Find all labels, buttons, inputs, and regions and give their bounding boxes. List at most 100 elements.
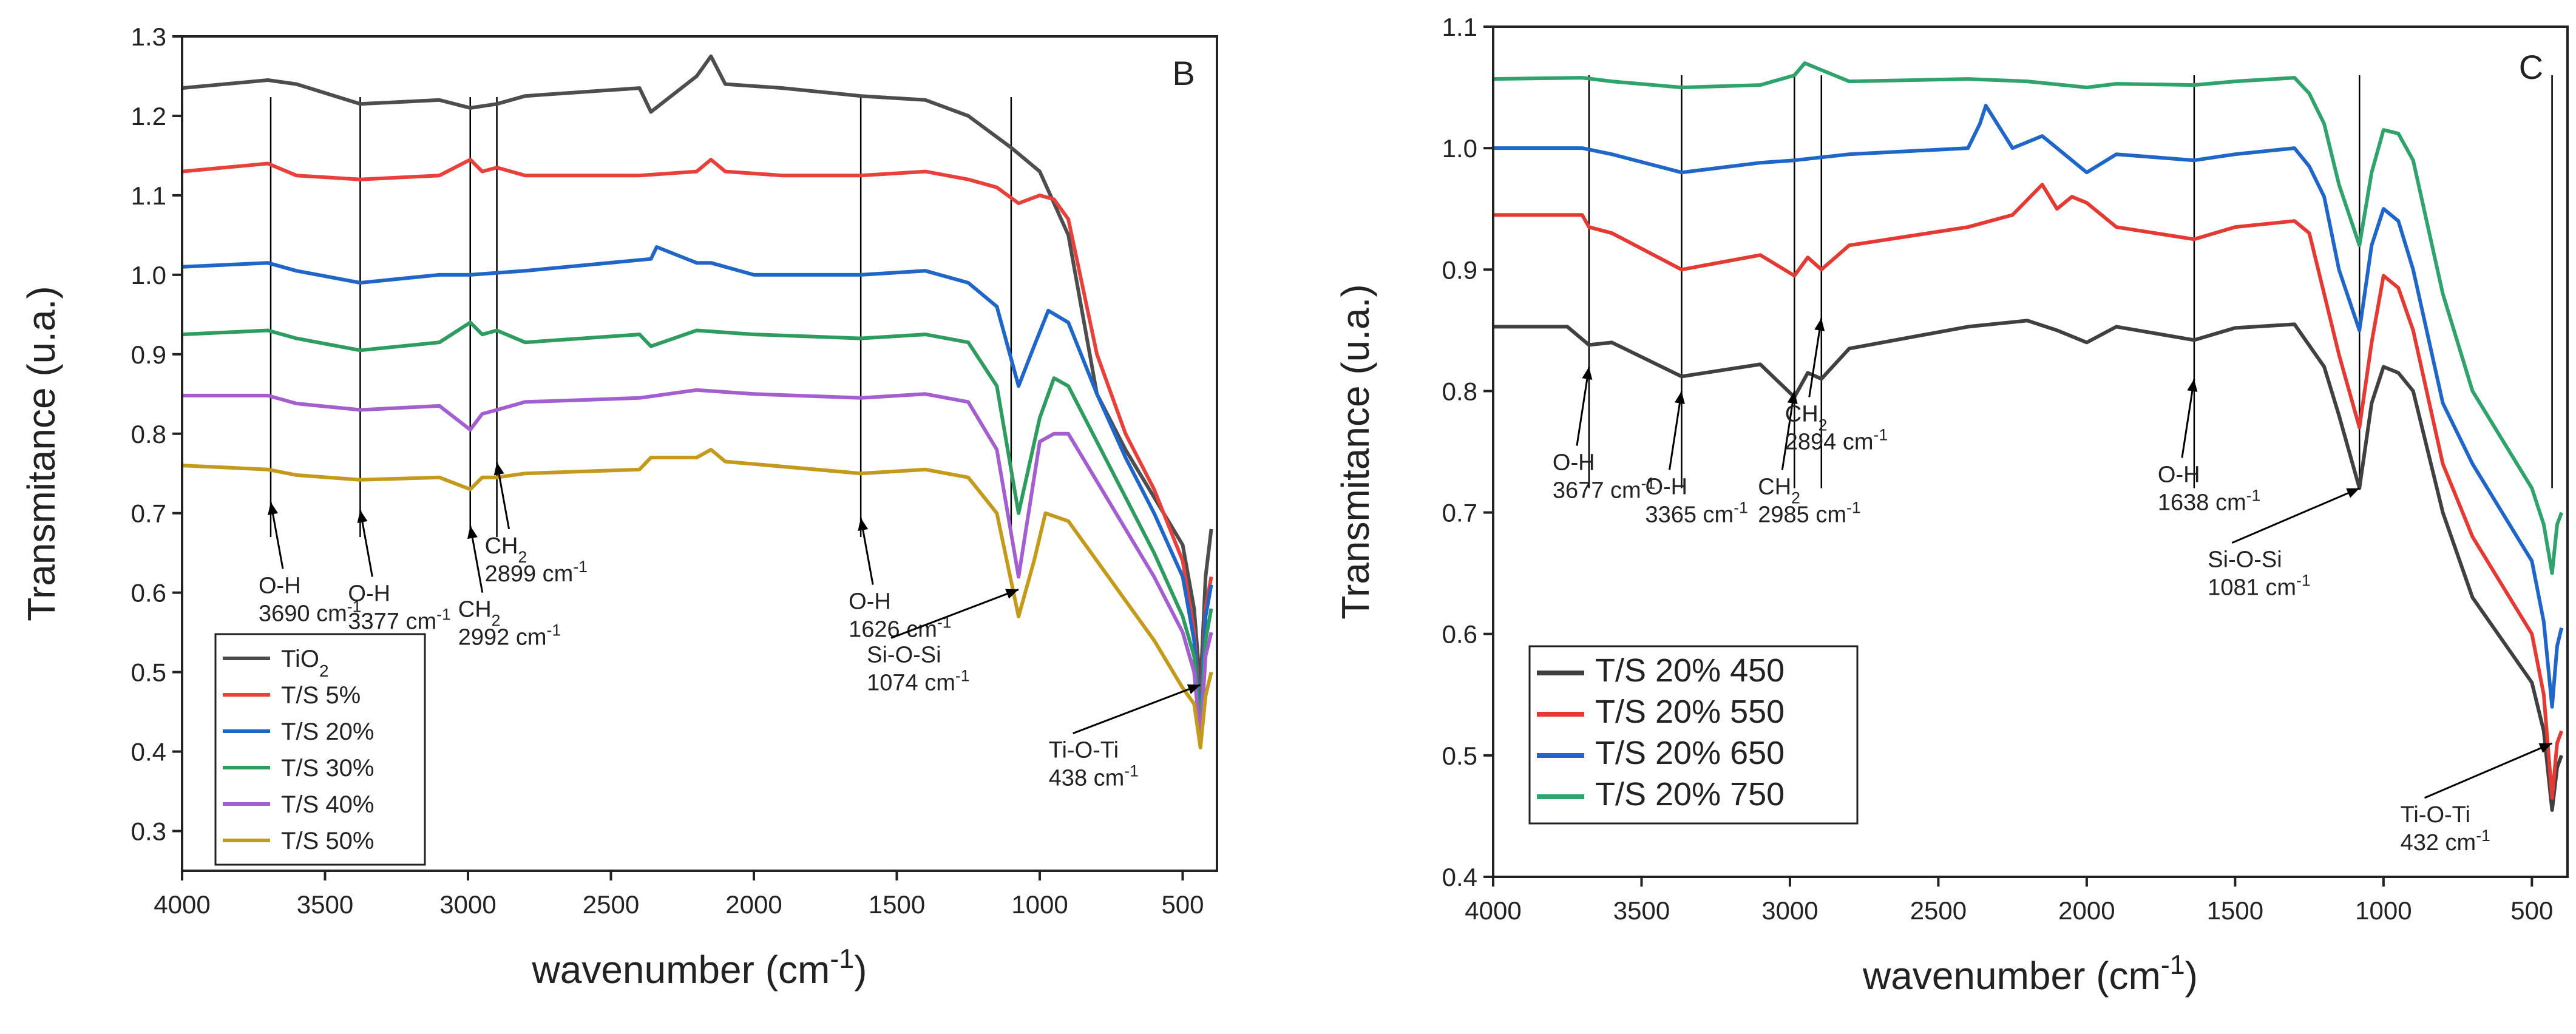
x-tick-label: 4000 — [1465, 896, 1521, 925]
y-tick-label: 1.3 — [131, 22, 166, 51]
annotation-label: CH2 — [485, 533, 527, 566]
annotation-label: Ti-O-Ti — [1049, 738, 1119, 763]
y-tick-label: 1.0 — [131, 261, 166, 289]
annotation-label: CH2 — [1758, 475, 1800, 507]
annotation-arrow — [1781, 391, 1795, 470]
y-tick-label: 0.9 — [131, 340, 166, 369]
annotation-arrowhead — [467, 525, 478, 539]
x-tick-label: 1500 — [2207, 896, 2263, 925]
panel-C: 4000 3500 3000 2500 2000 1500 1000 500 0.4 0.5 0.6… — [1334, 13, 2569, 998]
y-tick-label: 0.3 — [131, 817, 166, 846]
annotation-label: O-H — [348, 581, 390, 606]
annotation-arrowhead — [1814, 318, 1825, 331]
annotation-arrowhead — [268, 502, 279, 515]
annotation-wavenumber: 2985 cm-1 — [1758, 499, 1860, 528]
annotation-arrow — [2231, 487, 2360, 544]
legend-label: T/S 20% 550 — [1595, 694, 1785, 730]
annotation-wavenumber: 3365 cm-1 — [1645, 499, 1747, 528]
annotation-wavenumber: 1081 cm-1 — [2208, 572, 2310, 601]
legend-label: T/S 20% 450 — [1595, 652, 1785, 689]
y-tick-label: 0.8 — [131, 420, 166, 448]
x-tick-label: 3000 — [1761, 896, 1818, 925]
legend-label: T/S 50% — [281, 828, 374, 854]
annotation-arrow — [2424, 742, 2553, 799]
annotation-arrowhead — [1787, 391, 1798, 404]
annotation-arrowhead — [1187, 684, 1201, 694]
series-line-4 — [182, 320, 1213, 730]
annotation-label: CH2 — [458, 597, 501, 630]
legend: T/S 20% 450 T/S 20% 550 T/S 20% 650 T/S 20%… — [1528, 645, 1859, 825]
annotation-arrow — [1073, 684, 1201, 734]
y-tick-label: 0.4 — [1442, 863, 1477, 891]
annotation-label: O-H — [2158, 462, 2200, 488]
x-tick-label: 2500 — [583, 890, 639, 919]
x-tick-label: 2000 — [2058, 896, 2115, 925]
y-tick-label: 0.5 — [1442, 742, 1477, 770]
series-line-5 — [182, 388, 1213, 742]
plot-frame — [1492, 25, 2569, 878]
x-axis-title: wavenumber (cm-1) — [1862, 950, 2198, 998]
x-axis-title: wavenumber (cm-1) — [532, 944, 867, 992]
y-tick-label: 0.8 — [1442, 377, 1477, 405]
x-tick-label: 4000 — [154, 890, 210, 919]
y-tick-label: 1.2 — [131, 102, 166, 130]
legend-label: T/S 20% 650 — [1595, 735, 1785, 771]
annotation-arrowhead — [2346, 488, 2360, 498]
panel-B: 4000 3500 3000 2500 2000 1500 1000 500 0.3 0.4 0.5… — [19, 22, 1218, 992]
annotation-label: O-H — [1645, 475, 1687, 500]
annotation-arrowhead — [1005, 589, 1019, 599]
annotation-arrowhead — [1582, 367, 1593, 380]
annotation-wavenumber: 438 cm-1 — [1049, 762, 1139, 791]
x-tick-label: 2500 — [1910, 896, 1967, 925]
series-line-2 — [182, 158, 1213, 722]
legend-label: TiO2 — [281, 646, 329, 680]
legend-label: T/S 5% — [281, 682, 361, 709]
x-tick-label: 1000 — [1011, 890, 1068, 919]
y-tick-label: 0.5 — [131, 658, 166, 687]
annotation-arrowhead — [2187, 379, 2198, 392]
panel-letter: C — [2519, 48, 2543, 86]
annotation-wavenumber: 1074 cm-1 — [867, 666, 969, 695]
annotation-arrow — [2181, 379, 2195, 458]
y-tick-label: 0.4 — [131, 738, 166, 766]
annotation-label: Si-O-Si — [2208, 547, 2282, 573]
annotation-label: O-H — [259, 573, 301, 598]
series-line-2 — [1493, 183, 2564, 800]
annotation-arrowhead — [1674, 391, 1685, 404]
x-tick-label: 1500 — [869, 890, 925, 919]
series-line-1 — [1493, 319, 2564, 812]
x-tick-label: 3000 — [439, 890, 496, 919]
x-tick-label: 3500 — [297, 890, 353, 919]
annotation-wavenumber: 3677 cm-1 — [1553, 474, 1655, 503]
plot-frame — [181, 35, 1218, 872]
annotation-arrowhead — [357, 510, 368, 523]
annotation-arrowhead — [2538, 743, 2552, 753]
y-axis-title: Transmitance (u.a.) — [19, 286, 63, 621]
x-tick-label: 500 — [1161, 890, 1204, 919]
y-tick-label: 0.6 — [1442, 620, 1477, 649]
series-line-3 — [182, 245, 1213, 726]
series-line-4 — [1493, 61, 2564, 575]
y-tick-label: 0.6 — [131, 579, 166, 607]
annotation-wavenumber: 2992 cm-1 — [458, 621, 561, 650]
legend-label: T/S 30% — [281, 755, 374, 782]
annotation-arrow — [1576, 367, 1590, 446]
series-line-1 — [182, 54, 1213, 690]
y-axis-title: Transmitance (u.a.) — [1334, 284, 1377, 619]
annotation-arrow — [890, 589, 1019, 639]
annotation-arrow — [1808, 318, 1823, 397]
panel-letter: B — [1172, 54, 1195, 92]
legend-label: T/S 20% — [281, 718, 374, 745]
